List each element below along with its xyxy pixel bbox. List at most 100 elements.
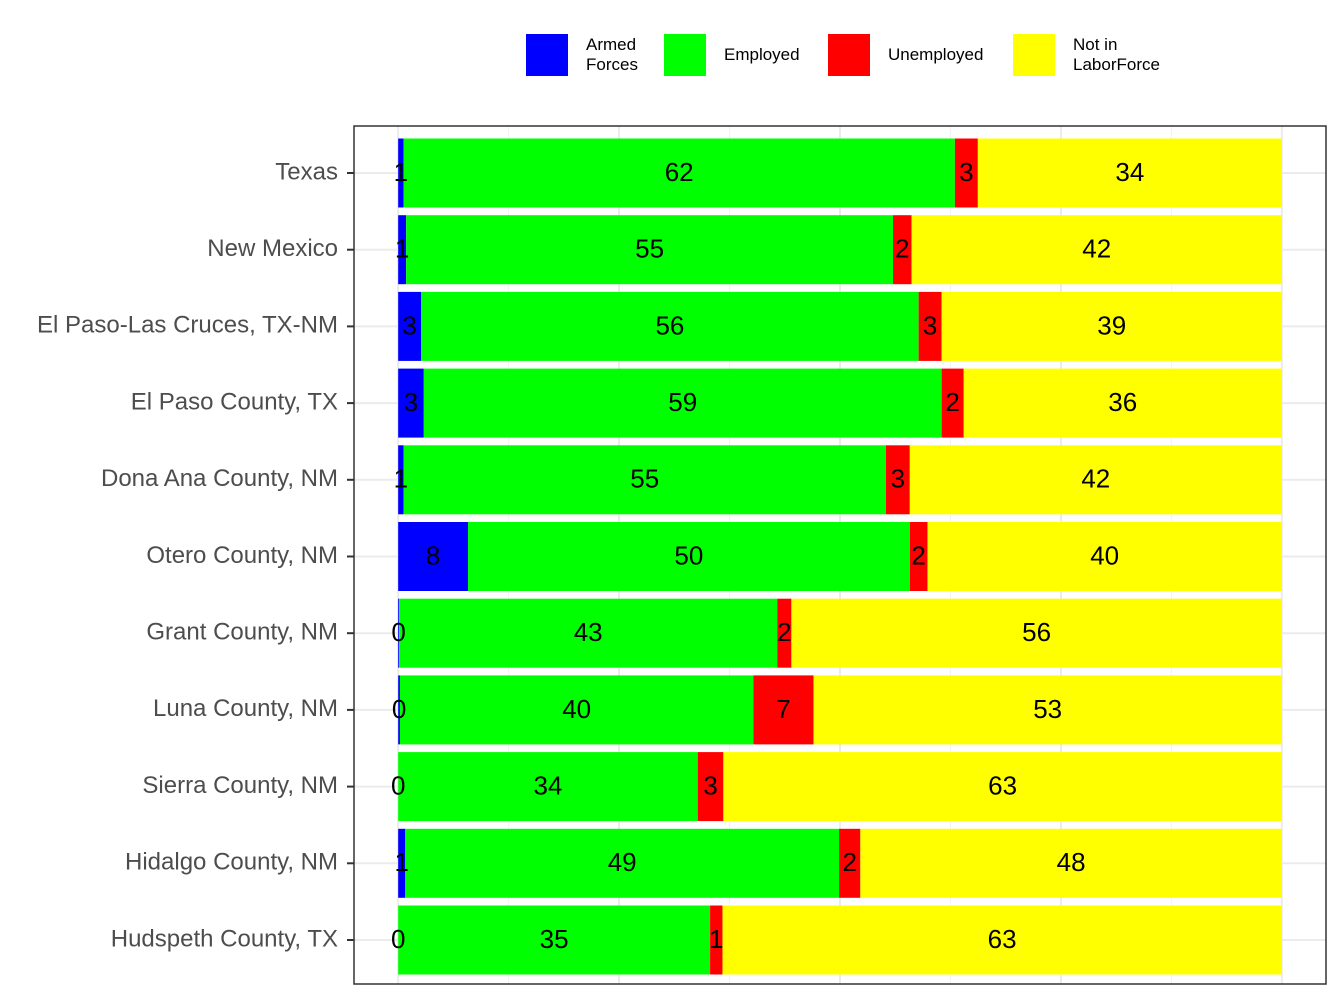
y-tick-label: Grant County, NM (146, 619, 338, 646)
bar-segment (839, 828, 861, 898)
legend-key (1013, 34, 1055, 76)
value-label: 3 (891, 464, 905, 494)
y-tick-label: Texas (275, 158, 338, 185)
value-label: 3 (959, 157, 973, 187)
bar-segment (398, 675, 400, 745)
bar-segment (954, 138, 978, 208)
value-label: 34 (533, 770, 562, 800)
bar-segment (421, 291, 919, 361)
value-label: 0 (391, 924, 405, 954)
value-label: 63 (988, 770, 1017, 800)
y-tick-label: El Paso-Las Cruces, TX-NM (37, 312, 338, 339)
legend-label: Employed (724, 45, 800, 64)
bar-segment (398, 291, 422, 361)
value-label: 1 (394, 464, 408, 494)
value-label: 3 (402, 310, 416, 340)
bar-segment (423, 368, 942, 438)
bar-segment (941, 368, 964, 438)
bar-segment (406, 215, 894, 285)
bar-segment (403, 445, 886, 515)
value-label: 56 (655, 310, 684, 340)
value-label: 42 (1082, 234, 1111, 264)
value-label: 50 (674, 540, 703, 570)
panel-border (353, 125, 1327, 985)
bar-segment (860, 828, 1282, 898)
bar-segment (398, 445, 404, 515)
bar-segment (399, 675, 754, 745)
bar-segment (909, 445, 1282, 515)
value-label: 36 (1108, 387, 1137, 417)
bar-segment (722, 905, 1282, 975)
value-label: 3 (923, 310, 937, 340)
bar-segment (398, 828, 406, 898)
value-label: 3 (703, 770, 717, 800)
value-label: 1 (394, 847, 408, 877)
y-tick-label: El Paso County, TX (131, 388, 338, 415)
value-label: 3 (404, 387, 418, 417)
value-label: 63 (988, 924, 1017, 954)
legend-key (664, 34, 706, 76)
bar-segment (398, 752, 698, 822)
bar-segment (909, 522, 928, 591)
value-label: 56 (1022, 617, 1051, 647)
value-label: 0 (391, 617, 405, 647)
value-label: 55 (630, 464, 659, 494)
y-tick-label: Dona Ana County, NM (101, 465, 338, 492)
bar-segment (813, 675, 1282, 745)
bar-segment (918, 291, 942, 361)
value-label: 2 (945, 387, 959, 417)
value-label: 59 (668, 387, 697, 417)
bar-segment (398, 215, 407, 285)
legend-label: Armed Forces (586, 35, 638, 74)
bar-segment (791, 598, 1282, 668)
value-label: 2 (895, 234, 909, 264)
value-label: 1 (395, 234, 409, 264)
value-label: 2 (777, 617, 791, 647)
value-label: 62 (665, 157, 694, 187)
value-label: 1 (709, 924, 723, 954)
value-label: 49 (608, 847, 637, 877)
value-label: 39 (1097, 310, 1126, 340)
bar-segment (467, 522, 910, 591)
y-tick-label: Sierra County, NM (142, 772, 338, 799)
bar-segment (723, 752, 1282, 822)
bar-segment (398, 598, 400, 668)
bar-segment (927, 522, 1282, 591)
value-label: 48 (1057, 847, 1086, 877)
bar-segment (963, 368, 1282, 438)
value-label: 0 (391, 770, 405, 800)
bar-segment (697, 752, 724, 822)
value-label: 2 (911, 540, 925, 570)
y-tick-label: Hidalgo County, NM (125, 849, 338, 876)
y-tick-label: Hudspeth County, TX (111, 925, 338, 952)
bar-segment (403, 138, 955, 208)
bar-segment (710, 905, 723, 975)
value-label: 7 (776, 694, 790, 724)
bar-segment (753, 675, 814, 745)
bar-segment (405, 828, 840, 898)
value-label: 42 (1081, 464, 1110, 494)
legend-key (828, 34, 870, 76)
value-label: 35 (540, 924, 569, 954)
bar-segment (941, 291, 1282, 361)
value-label: 40 (1090, 540, 1119, 570)
value-label: 2 (842, 847, 856, 877)
value-label: 34 (1115, 157, 1144, 187)
bar-segment (777, 598, 792, 668)
value-label: 40 (562, 694, 591, 724)
bar-segment (893, 215, 912, 285)
value-label: 0 (392, 694, 406, 724)
bar-segment (398, 368, 424, 438)
legend-label: Unemployed (888, 45, 984, 64)
value-label: 53 (1033, 694, 1062, 724)
bar-segment (399, 598, 778, 668)
value-label: 55 (635, 234, 664, 264)
value-label: 8 (426, 540, 440, 570)
bar-segment (398, 522, 468, 591)
y-tick-label: Luna County, NM (153, 695, 338, 722)
bar-segment (398, 905, 711, 975)
bar-segment (398, 138, 404, 208)
legend-key (526, 34, 568, 76)
